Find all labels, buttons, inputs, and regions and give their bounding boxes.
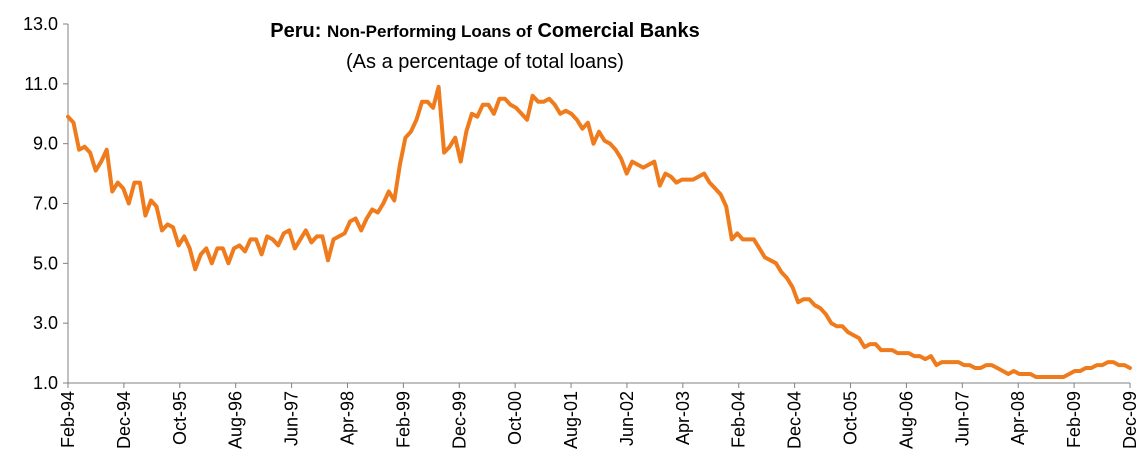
npl-series-line bbox=[66, 84, 1132, 379]
x-tick-label: Oct-95 bbox=[170, 391, 190, 445]
y-axis: 1.0 3.0 5.0 7.0 9.0 11.0 13.0 bbox=[23, 14, 69, 393]
x-tick-label: Aug-96 bbox=[226, 391, 246, 449]
x-tick-label: Jun-07 bbox=[952, 391, 972, 446]
x-tick-label: Apr-03 bbox=[673, 391, 693, 445]
x-tick-label: Jun-02 bbox=[617, 391, 637, 446]
y-tick-label: 1.0 bbox=[33, 373, 58, 393]
x-tick-label: Feb-09 bbox=[1064, 391, 1084, 448]
chart-title-part2: Comercial Banks bbox=[537, 20, 700, 42]
x-tick-label: Dec-09 bbox=[1120, 391, 1140, 449]
y-tick-label: 13.0 bbox=[23, 14, 58, 34]
x-tick-label: Oct-00 bbox=[505, 391, 525, 445]
chart-title-part1: Non-Performing Loans of bbox=[326, 22, 532, 41]
x-tick-label: Apr-98 bbox=[337, 391, 357, 445]
y-tick-label: 5.0 bbox=[33, 253, 58, 273]
x-tick-label: Dec-99 bbox=[449, 391, 469, 449]
y-tick-label: 3.0 bbox=[33, 313, 58, 333]
chart-title-country: Peru: bbox=[270, 20, 322, 42]
x-tick-label: Aug-01 bbox=[561, 391, 581, 449]
x-tick-label: Dec-04 bbox=[785, 391, 805, 449]
x-tick-label: Apr-08 bbox=[1008, 391, 1028, 445]
series bbox=[66, 84, 1132, 379]
y-tick-label: 11.0 bbox=[24, 74, 58, 94]
chart-title-block: Peru: Non-Performing Loans of Comercial … bbox=[140, 18, 830, 75]
y-tick-label: 7.0 bbox=[33, 194, 58, 214]
y-tick-label: 9.0 bbox=[33, 134, 58, 154]
x-axis: Feb-94 Dec-94 Oct-95 Aug-96 Jun-97 Apr-98 Feb-… bbox=[58, 382, 1140, 449]
chart-subtitle: (As a percentage of total loans) bbox=[346, 51, 624, 73]
x-tick-label: Feb-99 bbox=[393, 391, 413, 448]
x-tick-label: Oct-05 bbox=[841, 391, 861, 445]
x-tick-label: Dec-94 bbox=[114, 391, 134, 449]
x-tick-label: Aug-06 bbox=[896, 391, 916, 449]
x-tick-label: Jun-97 bbox=[282, 391, 302, 446]
x-tick-label: Feb-04 bbox=[729, 391, 749, 448]
x-tick-label: Feb-94 bbox=[58, 391, 78, 448]
chart-title: Peru: Non-Performing Loans of Comercial … bbox=[140, 18, 830, 45]
